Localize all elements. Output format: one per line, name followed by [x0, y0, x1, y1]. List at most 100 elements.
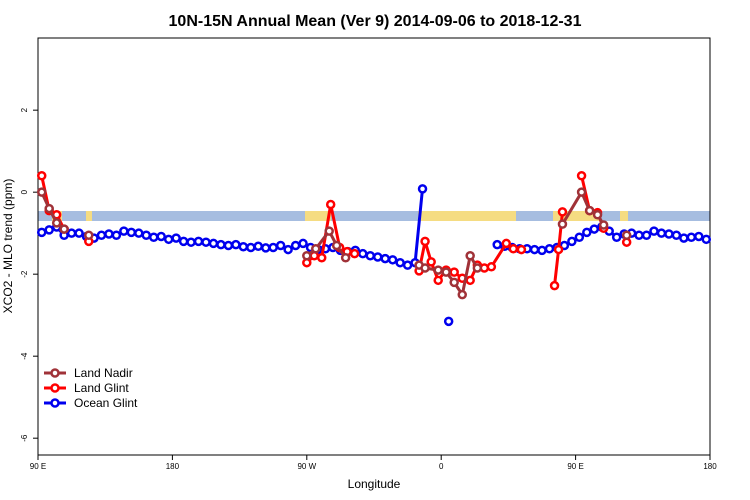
x-tick-label: 90 W — [297, 462, 316, 471]
data-point — [302, 250, 312, 261]
data-point — [417, 184, 428, 194]
data-point — [331, 240, 342, 251]
x-tick-label: 0 — [439, 462, 444, 471]
data-point — [567, 236, 577, 247]
data-point — [492, 239, 502, 250]
data-point — [621, 230, 632, 240]
legend-label: Ocean Glint — [74, 396, 138, 410]
data-point — [311, 244, 321, 254]
data-point — [156, 231, 166, 242]
data-point — [372, 252, 383, 262]
data-point — [325, 199, 336, 210]
data-point — [193, 236, 204, 247]
data-point — [679, 233, 689, 243]
series — [38, 189, 630, 299]
data-point — [340, 253, 351, 263]
data-point — [457, 289, 468, 300]
data-point — [592, 209, 603, 220]
data-point — [449, 267, 459, 277]
data-point — [694, 231, 704, 242]
data-point — [111, 230, 122, 240]
chart-title: 10N-15N Annual Mean (Ver 9) 2014-09-06 t… — [169, 13, 582, 30]
data-point — [582, 227, 592, 238]
data-point — [208, 238, 219, 249]
x-axis-label: Longitude — [348, 477, 401, 491]
land-patch — [305, 211, 331, 221]
data-point — [349, 248, 360, 259]
data-point — [74, 228, 84, 238]
x-tick-label: 90 E — [567, 462, 583, 471]
data-point — [246, 242, 256, 253]
land-patch — [553, 211, 601, 221]
y-tick-label: 0 — [20, 189, 29, 194]
data-point — [557, 207, 568, 217]
data-point — [701, 234, 712, 245]
data-point — [441, 267, 451, 277]
data-point — [186, 237, 196, 247]
data-point — [598, 220, 609, 230]
data-point — [96, 230, 107, 240]
data-point — [324, 226, 334, 236]
data-point — [549, 280, 560, 291]
data-point — [584, 205, 595, 216]
data-point — [449, 277, 459, 288]
data-point — [119, 226, 129, 236]
data-point — [420, 263, 430, 273]
data-point — [395, 257, 405, 268]
x-tick-label: 180 — [703, 462, 717, 471]
data-point — [316, 253, 327, 263]
ocean-strip — [38, 211, 710, 221]
data-point — [104, 229, 114, 239]
data-point — [537, 245, 547, 256]
data-point — [365, 250, 376, 261]
data-point — [433, 275, 443, 286]
data-point — [553, 244, 564, 255]
data-point — [59, 224, 69, 234]
data-point — [656, 228, 667, 238]
data-point — [516, 244, 527, 255]
data-point — [238, 241, 249, 252]
data-point — [260, 243, 271, 253]
data-point — [472, 263, 483, 273]
data-point — [36, 227, 47, 238]
data-point — [686, 232, 697, 243]
legend-marker — [50, 383, 60, 393]
land-strip — [38, 211, 710, 221]
data-point — [664, 229, 674, 239]
data-point — [36, 187, 47, 197]
data-point — [283, 244, 293, 255]
y-tick-label: -6 — [20, 434, 29, 442]
data-point — [508, 244, 519, 254]
legend-marker — [50, 398, 60, 408]
plot-frame — [37, 37, 711, 456]
y-axis-label: XCO2 - MLO trend (ppm) — [1, 179, 15, 314]
legend-label: Land Glint — [74, 381, 129, 395]
land-patch — [620, 211, 628, 221]
data-point — [420, 236, 430, 247]
data-point — [544, 244, 555, 254]
data-point — [275, 240, 286, 251]
y-tick-label: 2 — [20, 107, 29, 112]
data-point — [380, 253, 390, 264]
data-point — [66, 228, 77, 238]
data-point — [402, 260, 413, 270]
data-point — [141, 230, 152, 240]
data-point — [358, 248, 368, 259]
legend-label: Land Nadir — [74, 366, 133, 380]
data-point — [290, 240, 301, 251]
x-tick-label: 180 — [166, 462, 180, 471]
data-point — [148, 232, 159, 243]
data-point — [576, 171, 587, 181]
data-point — [126, 227, 137, 238]
data-point — [443, 316, 454, 327]
data-point — [171, 233, 181, 243]
data-point — [501, 238, 512, 249]
data-point — [51, 218, 62, 228]
legend-marker — [50, 368, 60, 378]
data-point — [465, 250, 475, 261]
data-point — [486, 262, 497, 272]
data-point — [223, 240, 234, 251]
